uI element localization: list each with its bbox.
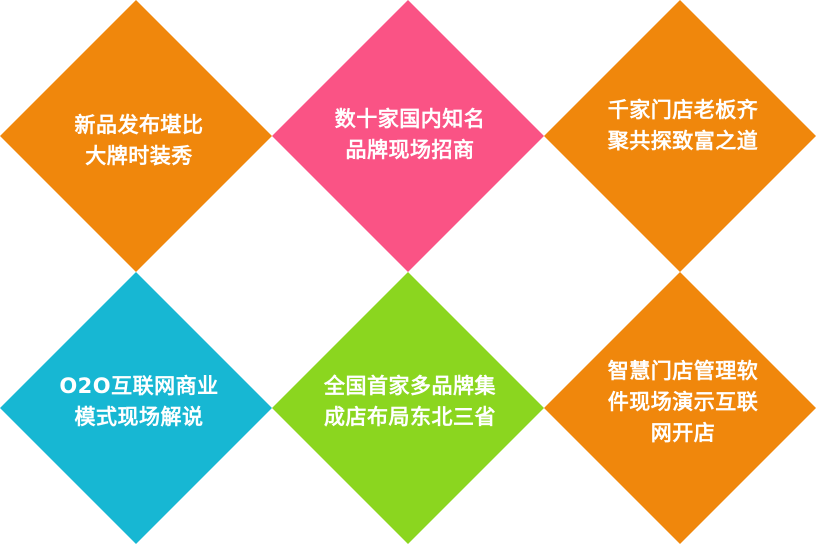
caption-line: 新品发布堪比 [74,113,204,137]
feature-tile-store-owners: 千家门店老板齐 聚共探致富之道 [544,0,816,272]
tile-caption: 全国首家多品牌集 成店布局东北三省 [315,371,505,433]
caption-line: 网开店 [650,420,716,445]
caption-line: 成店布局东北三省 [324,405,496,429]
tile-caption: 新品发布堪比 大牌时装秀 [44,110,234,172]
caption-line: 数十家国内知名 [334,107,486,131]
feature-tile-multi-brand-store: 全国首家多品牌集 成店布局东北三省 [272,272,544,544]
caption-line: 智慧门店管理软 [607,358,759,383]
caption-line: 聚共探致富之道 [607,129,759,153]
caption-line: 千家门店老板齐 [607,98,759,122]
caption-line: O2O互联网商业 [59,374,219,398]
tile-caption: 数十家国内知名 品牌现场招商 [315,104,505,166]
feature-tile-smart-store-software: 智慧门店管理软 件现场演示互联 网开店 [544,272,816,544]
caption-line: 模式现场解说 [74,405,204,429]
caption-line: 品牌现场招商 [345,138,475,162]
caption-line: 全国首家多品牌集 [324,374,496,398]
feature-tile-new-product-launch: 新品发布堪比 大牌时装秀 [0,0,272,272]
tile-caption: 千家门店老板齐 聚共探致富之道 [588,95,778,157]
caption-line: 大牌时装秀 [85,144,193,168]
caption-line: 件现场演示互联 [607,389,759,414]
feature-tile-brand-investment: 数十家国内知名 品牌现场招商 [272,0,544,272]
feature-tile-o2o-model: O2O互联网商业 模式现场解说 [0,272,272,544]
tile-caption: 智慧门店管理软 件现场演示互联 网开店 [588,356,778,449]
tile-caption: O2O互联网商业 模式现场解说 [44,371,234,433]
